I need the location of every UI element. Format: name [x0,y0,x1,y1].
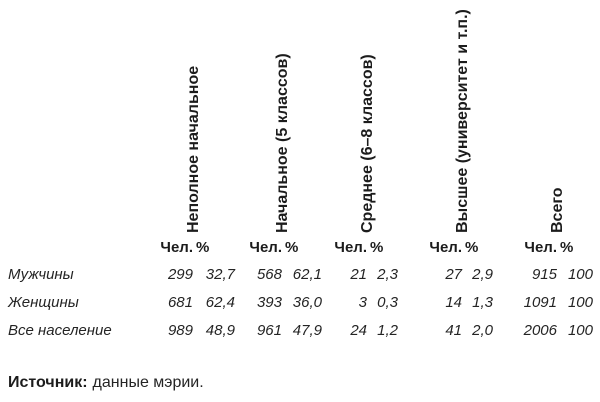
people-cell: 961 [256,322,282,339]
rotated-column-header-higher: Высшее (университет и т.п.) [454,9,471,233]
people-cell: 1091 [523,294,557,311]
people-cell: 3 [358,294,367,311]
percent-unit-label: % [465,239,479,256]
rotated-column-header-secondary: Среднее (6–8 классов) [359,54,376,233]
percent-cell: 100 [567,294,593,311]
row-label: Мужчины [8,266,74,283]
percent-unit-label: % [560,239,574,256]
source-note: Источник: данные мэрии. [8,373,204,393]
percent-cell: 0,3 [377,294,398,311]
table-row-men: Мужчины 299 32,7 568 62,1 21 2,3 27 2,9 … [8,260,593,288]
people-cell: 24 [350,322,367,339]
people-cell: 393 [256,294,282,311]
percent-cell: 36,0 [292,294,322,311]
people-unit-label: Чел. [429,239,462,256]
rotated-column-header-primary: Начальное (5 классов) [274,53,291,233]
percent-unit-label: % [196,239,210,256]
rotated-column-header-total: Всего [549,187,566,233]
source-text: данные мэрии. [92,374,204,391]
people-cell: 14 [445,294,462,311]
percent-cell: 100 [567,266,593,283]
people-cell: 21 [350,266,367,283]
percent-cell: 2,9 [472,266,493,283]
people-cell: 915 [531,266,557,283]
percent-cell: 2,0 [472,322,493,339]
people-unit-label: Чел. [160,239,193,256]
people-cell: 41 [445,322,462,339]
percent-cell: 100 [567,322,593,339]
education-statistics-table: Чел. % Чел. % Чел. % Чел. % Чел. % Мужчи… [8,236,593,344]
people-cell: 2006 [523,322,557,339]
percent-cell: 47,9 [292,322,322,339]
people-unit-label: Чел. [524,239,557,256]
percent-cell: 1,2 [377,322,398,339]
units-header-row: Чел. % Чел. % Чел. % Чел. % Чел. % [8,236,593,260]
row-label: Все население [8,322,112,339]
table-row-total-population: Все население 989 48,9 961 47,9 24 1,2 4… [8,316,593,344]
people-cell: 568 [256,266,282,283]
people-cell: 27 [445,266,462,283]
percent-cell: 1,3 [472,294,493,311]
source-label: Источник: [8,374,88,391]
percent-cell: 2,3 [377,266,398,283]
row-label: Женщины [8,294,79,311]
people-cell: 681 [167,294,193,311]
percent-cell: 62,4 [205,294,235,311]
table-row-women: Женщины 681 62,4 393 36,0 3 0,3 14 1,3 1… [8,288,593,316]
people-cell: 299 [167,266,193,283]
percent-unit-label: % [285,239,299,256]
people-unit-label: Чел. [334,239,367,256]
empty-corner-cell [8,236,138,260]
percent-cell: 32,7 [205,266,235,283]
people-cell: 989 [167,322,193,339]
percent-unit-label: % [370,239,384,256]
people-unit-label: Чел. [249,239,282,256]
percent-cell: 62,1 [292,266,322,283]
rotated-column-header-incomplete-primary: Неполное начальное [185,65,202,233]
percent-cell: 48,9 [205,322,235,339]
